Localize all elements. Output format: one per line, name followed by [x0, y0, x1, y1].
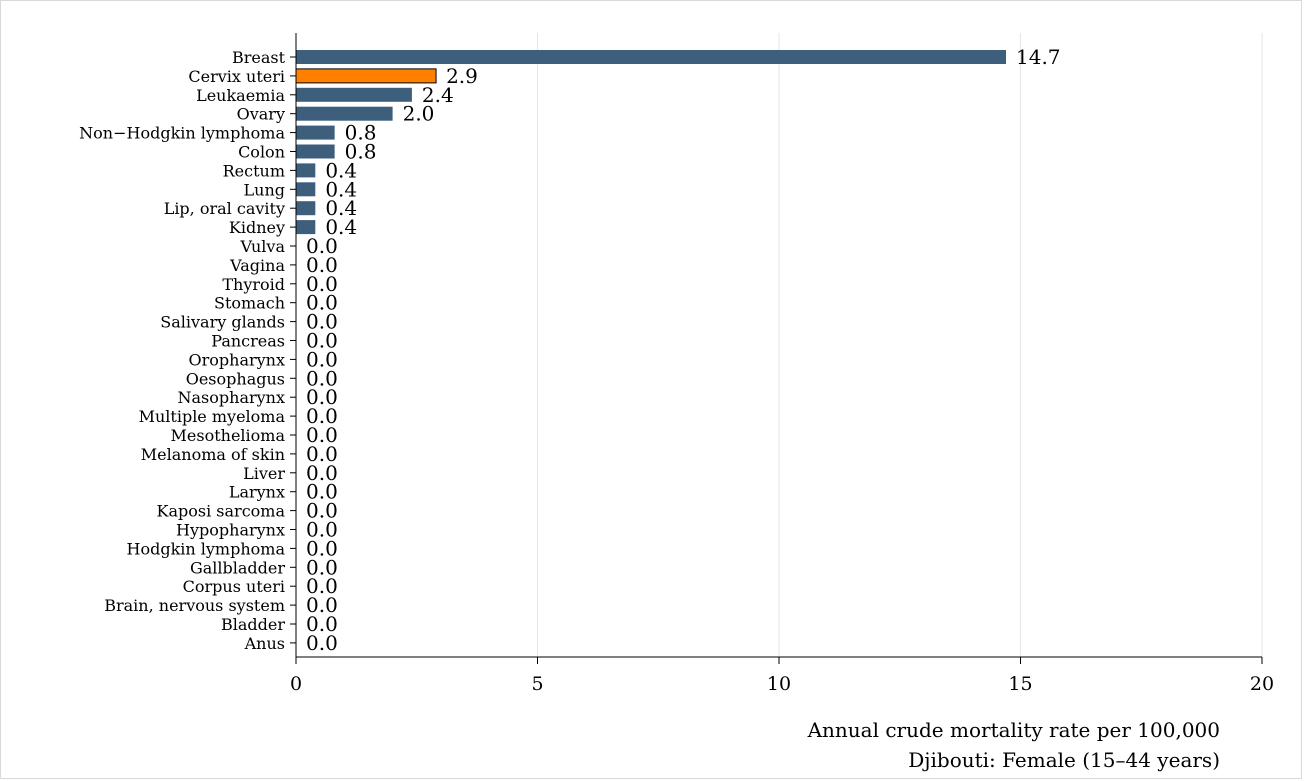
value-label: 0.0: [306, 234, 338, 258]
bar: [296, 144, 335, 159]
value-label: 0.0: [306, 631, 338, 655]
value-label: 0.0: [306, 291, 338, 315]
value-label: 2.4: [422, 83, 454, 107]
category-label: Oesophagus: [186, 369, 285, 388]
category-label: Rectum: [223, 161, 285, 180]
category-label: Leukaemia: [196, 86, 285, 105]
category-label: Stomach: [214, 294, 285, 313]
category-label: Ovary: [237, 105, 285, 124]
category-label: Kidney: [229, 218, 285, 237]
category-label: Salivary glands: [160, 313, 285, 332]
category-label: Brain, nervous system: [104, 596, 285, 615]
bar: [296, 201, 316, 216]
value-label: 0.0: [306, 499, 338, 523]
value-label: 0.0: [306, 272, 338, 296]
value-label: 0.0: [306, 310, 338, 334]
value-label: 0.0: [306, 536, 338, 560]
bar: [296, 125, 335, 140]
value-label: 0.8: [345, 121, 377, 145]
value-label: 0.0: [306, 518, 338, 542]
category-label: Pancreas: [211, 332, 285, 351]
value-label: 0.4: [325, 215, 357, 239]
category-label: Vagina: [229, 256, 285, 275]
value-label: 0.0: [306, 593, 338, 617]
value-label: 0.0: [306, 480, 338, 504]
bar: [296, 163, 316, 178]
value-label: 0.0: [306, 366, 338, 390]
grid-layer: [537, 33, 1263, 657]
category-label: Gallbladder: [190, 558, 285, 577]
value-label: 0.0: [306, 385, 338, 409]
x-tick-label: 20: [1250, 673, 1274, 695]
value-label: 0.0: [306, 442, 338, 466]
category-label: Vulva: [239, 237, 285, 256]
category-label: Bladder: [221, 615, 285, 634]
category-label: Thyroid: [222, 275, 285, 294]
bar: [296, 50, 1007, 64]
category-label: Melanoma of skin: [141, 445, 285, 464]
bar: [296, 106, 393, 121]
value-label: 0.4: [325, 158, 357, 182]
value-label: 0.0: [306, 574, 338, 598]
bar: [296, 87, 412, 102]
category-label: Non−Hodgkin lymphoma: [79, 124, 285, 143]
bar: [296, 220, 316, 235]
bars-layer: [295, 50, 1007, 235]
value-label: 14.7: [1016, 45, 1061, 69]
x-tick-label: 0: [290, 673, 302, 695]
x-tick-label: 5: [531, 673, 543, 695]
x-tick-label: 10: [767, 673, 791, 695]
value-label: 0.0: [306, 329, 338, 353]
value-label: 2.9: [446, 64, 478, 88]
value-label: 0.0: [306, 347, 338, 371]
category-label: Larynx: [229, 483, 285, 502]
value-label: 0.0: [306, 461, 338, 485]
category-label: Cervix uteri: [188, 67, 285, 86]
category-label: Nasopharynx: [178, 388, 285, 407]
category-label: Oropharynx: [189, 350, 286, 369]
bar: [295, 68, 437, 84]
value-label: 0.8: [345, 140, 377, 164]
category-label: Corpus uteri: [183, 577, 285, 596]
category-label: Mesothelioma: [171, 426, 286, 445]
value-label: 0.4: [325, 196, 357, 220]
x-axis-title: Annual crude mortality rate per 100,000: [807, 718, 1220, 742]
x-tick-label: 15: [1008, 673, 1032, 695]
category-label: Hodgkin lymphoma: [127, 539, 286, 558]
value-label: 0.0: [306, 253, 338, 277]
category-label: Colon: [238, 143, 285, 162]
value-label: 0.0: [306, 404, 338, 428]
value-label: 0.0: [306, 555, 338, 579]
category-label: Hypopharynx: [176, 521, 285, 540]
chart-subtitle: Djibouti: Female (15–44 years): [908, 748, 1220, 772]
category-label: Liver: [243, 464, 285, 483]
bar: [296, 182, 316, 197]
value-label: 0.0: [306, 612, 338, 636]
category-label: Breast: [232, 48, 286, 67]
value-labels: 14.72.92.42.00.80.80.40.40.40.40.00.00.0…: [306, 45, 1061, 655]
axes: 0 5 10 15 20: [290, 33, 1274, 695]
category-label: Anus: [244, 634, 285, 653]
category-label: Multiple myeloma: [139, 407, 286, 426]
value-label: 2.0: [403, 102, 435, 126]
value-label: 0.0: [306, 423, 338, 447]
category-label: Kaposi sarcoma: [157, 502, 286, 521]
category-label: Lung: [244, 180, 285, 199]
category-label: Lip, oral cavity: [164, 199, 285, 218]
value-label: 0.4: [325, 177, 357, 201]
